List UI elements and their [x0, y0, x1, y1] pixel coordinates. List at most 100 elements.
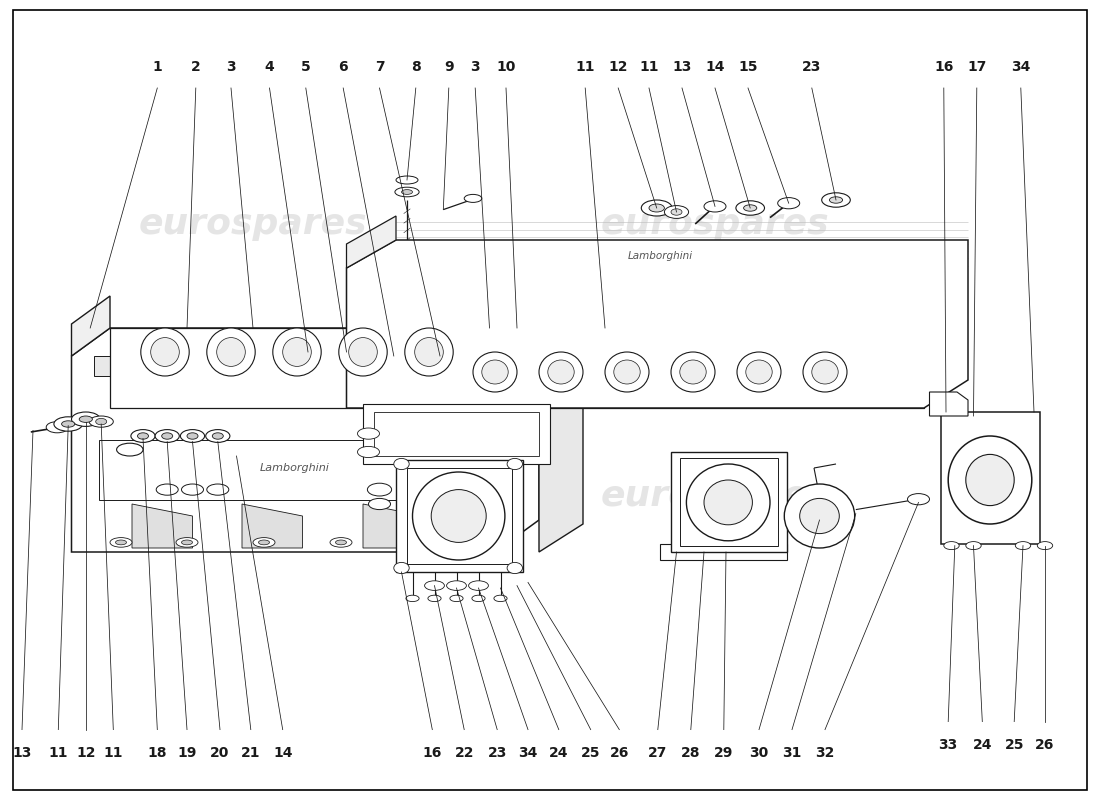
Ellipse shape	[207, 328, 255, 376]
Text: 11: 11	[48, 746, 68, 760]
Ellipse shape	[412, 472, 505, 560]
Text: 6: 6	[339, 60, 348, 74]
Ellipse shape	[138, 433, 148, 439]
Ellipse shape	[79, 416, 92, 422]
Polygon shape	[346, 240, 968, 408]
Ellipse shape	[482, 360, 508, 384]
Text: 25: 25	[1004, 738, 1024, 752]
Ellipse shape	[406, 595, 419, 602]
Ellipse shape	[395, 187, 419, 197]
Ellipse shape	[273, 328, 321, 376]
Ellipse shape	[822, 193, 850, 207]
Ellipse shape	[258, 540, 270, 545]
Text: 9: 9	[444, 60, 453, 74]
Text: 12: 12	[76, 746, 96, 760]
Ellipse shape	[155, 430, 179, 442]
Ellipse shape	[156, 484, 178, 495]
Text: 1: 1	[153, 60, 162, 74]
Ellipse shape	[507, 458, 522, 470]
Text: 25: 25	[581, 746, 601, 760]
Ellipse shape	[96, 418, 107, 425]
Ellipse shape	[72, 412, 100, 426]
Ellipse shape	[212, 433, 223, 439]
Bar	[680, 458, 778, 546]
Polygon shape	[132, 504, 192, 548]
Ellipse shape	[1037, 542, 1053, 550]
Ellipse shape	[472, 595, 485, 602]
Polygon shape	[242, 504, 302, 548]
Ellipse shape	[605, 352, 649, 392]
Ellipse shape	[507, 562, 522, 574]
Text: 34: 34	[1011, 60, 1031, 74]
Text: 28: 28	[681, 746, 701, 760]
Ellipse shape	[89, 416, 113, 427]
Bar	[940, 412, 1040, 544]
Ellipse shape	[829, 197, 843, 203]
Text: 11: 11	[103, 746, 123, 760]
Text: 26: 26	[609, 746, 629, 760]
Text: 12: 12	[608, 60, 628, 74]
Text: 29: 29	[714, 746, 734, 760]
Text: 13: 13	[12, 746, 32, 760]
Ellipse shape	[151, 338, 179, 366]
Ellipse shape	[62, 421, 75, 427]
Polygon shape	[94, 356, 539, 376]
Polygon shape	[539, 304, 583, 552]
Ellipse shape	[283, 338, 311, 366]
Bar	[99, 440, 490, 500]
Ellipse shape	[131, 430, 155, 442]
Ellipse shape	[450, 595, 463, 602]
Text: 11: 11	[575, 60, 595, 74]
Text: 15: 15	[738, 60, 758, 74]
Text: 4: 4	[265, 60, 274, 74]
Ellipse shape	[141, 328, 189, 376]
Ellipse shape	[162, 433, 173, 439]
Polygon shape	[363, 504, 424, 548]
Ellipse shape	[182, 540, 192, 545]
Ellipse shape	[704, 201, 726, 212]
Ellipse shape	[368, 498, 390, 510]
Ellipse shape	[944, 542, 959, 550]
Ellipse shape	[412, 540, 424, 545]
Ellipse shape	[396, 176, 418, 184]
Ellipse shape	[908, 494, 930, 505]
Polygon shape	[346, 216, 396, 268]
Ellipse shape	[425, 581, 444, 590]
Text: 24: 24	[549, 746, 569, 760]
Text: Lamborghini: Lamborghini	[627, 251, 693, 261]
Ellipse shape	[664, 206, 689, 218]
Ellipse shape	[349, 338, 377, 366]
Ellipse shape	[473, 538, 495, 547]
Text: 23: 23	[802, 60, 822, 74]
Ellipse shape	[46, 422, 68, 433]
Ellipse shape	[405, 328, 453, 376]
Polygon shape	[660, 544, 786, 560]
Ellipse shape	[428, 595, 441, 602]
Ellipse shape	[704, 480, 752, 525]
Ellipse shape	[447, 581, 466, 590]
Polygon shape	[110, 328, 924, 408]
Bar	[374, 412, 539, 456]
Ellipse shape	[649, 204, 664, 212]
Text: 2: 2	[191, 60, 200, 74]
Ellipse shape	[948, 436, 1032, 524]
Polygon shape	[72, 296, 110, 356]
Bar	[671, 452, 786, 552]
Ellipse shape	[367, 483, 392, 496]
Bar	[363, 404, 550, 464]
Ellipse shape	[182, 484, 204, 495]
Ellipse shape	[803, 352, 847, 392]
Text: 7: 7	[375, 60, 384, 74]
Ellipse shape	[744, 205, 757, 211]
Ellipse shape	[784, 484, 855, 548]
Ellipse shape	[187, 433, 198, 439]
Text: 22: 22	[454, 746, 474, 760]
Ellipse shape	[116, 540, 127, 545]
Bar	[407, 468, 512, 564]
Text: 10: 10	[496, 60, 516, 74]
Text: 18: 18	[147, 746, 167, 760]
Ellipse shape	[253, 538, 275, 547]
Ellipse shape	[431, 490, 486, 542]
Text: 8: 8	[411, 60, 420, 74]
Ellipse shape	[548, 360, 574, 384]
